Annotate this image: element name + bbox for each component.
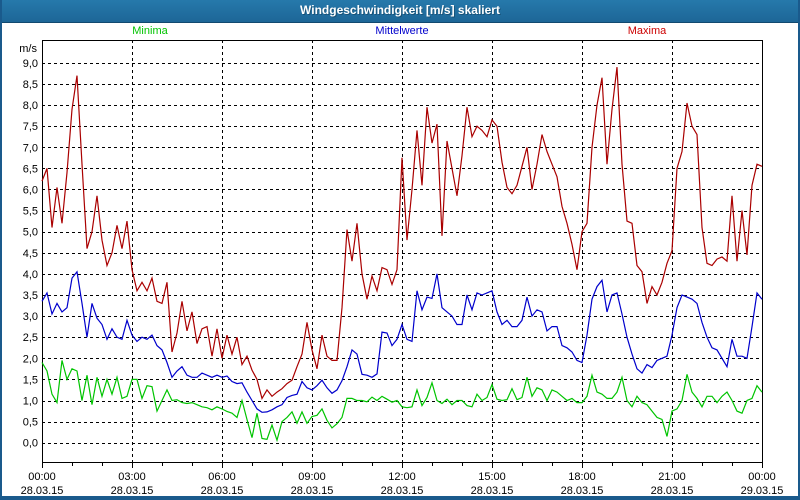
- svg-text:0,5: 0,5: [23, 417, 38, 429]
- x-tick-date: 29.03.15: [741, 485, 784, 496]
- svg-text:6,0: 6,0: [23, 185, 38, 197]
- series-mittelwerte: [41, 270, 763, 413]
- legend-mittelwerte: Mittelwerte: [375, 25, 429, 37]
- x-tick-time: 00:00: [748, 471, 776, 483]
- x-tick-date: 28.03.15: [561, 485, 604, 496]
- x-tick-time: 21:00: [658, 471, 686, 483]
- svg-text:8,5: 8,5: [23, 79, 38, 91]
- x-tick-date: 28.03.15: [651, 485, 694, 496]
- svg-text:3,0: 3,0: [23, 311, 38, 323]
- svg-text:0,0: 0,0: [23, 438, 38, 450]
- x-tick-time: 09:00: [298, 471, 326, 483]
- svg-text:1,0: 1,0: [23, 396, 38, 408]
- x-tick-time: 06:00: [208, 471, 236, 483]
- svg-text:7,0: 7,0: [23, 142, 38, 154]
- svg-text:7,5: 7,5: [23, 121, 38, 133]
- svg-text:2,5: 2,5: [23, 332, 38, 344]
- x-tick-date: 28.03.15: [291, 485, 334, 496]
- legend-maxima: Maxima: [627, 25, 667, 37]
- x-tick-date: 28.03.15: [21, 485, 64, 496]
- x-tick-date: 28.03.15: [111, 485, 154, 496]
- series-minima: [41, 360, 763, 443]
- x-tick-date: 28.03.15: [201, 485, 244, 496]
- svg-text:2,0: 2,0: [23, 353, 38, 365]
- x-tick-time: 12:00: [388, 471, 416, 483]
- window-title: Windgeschwindigkeit [m/s] skaliert: [300, 3, 500, 17]
- x-tick-time: 15:00: [478, 471, 506, 483]
- x-tick-time: 18:00: [568, 471, 596, 483]
- x-tick-date: 28.03.15: [471, 485, 514, 496]
- svg-text:1,5: 1,5: [23, 374, 38, 386]
- x-axis-tick-labels: 00:00 28.03.15 03:00 28.03.15 06:00 28.03.15 0…: [21, 471, 784, 496]
- vertical-gridlines: [132, 40, 673, 462]
- svg-text:9,0: 9,0: [23, 58, 38, 70]
- x-axis-ticks: [42, 462, 763, 468]
- series-maxima: [41, 67, 763, 400]
- x-tick-date: 28.03.15: [381, 485, 424, 496]
- svg-text:6,5: 6,5: [23, 163, 38, 175]
- x-tick-time: 00:00: [28, 471, 56, 483]
- svg-text:8,0: 8,0: [23, 100, 38, 112]
- svg-text:4,5: 4,5: [23, 248, 38, 260]
- svg-text:5,0: 5,0: [23, 227, 38, 239]
- y-axis-tick-labels: 0,0 0,5 1,0 1,5 2,0 2,5 3,0 3,5 4,0 4,5 5,0 5,5 6,0 6…: [23, 58, 38, 450]
- legend-minima: Minima: [132, 25, 168, 37]
- svg-text:3,5: 3,5: [23, 290, 38, 302]
- title-bar: Windgeschwindigkeit [m/s] skaliert: [2, 0, 798, 23]
- svg-text:4,0: 4,0: [23, 269, 38, 281]
- y-axis-unit-label: m/s: [19, 43, 37, 55]
- wind-speed-line-chart: m/s 0,0 0,5 1,0 1,5 2,0 2,5 3,0 3,5 4,0 4,5 5,0 5,5 6…: [19, 40, 784, 496]
- x-tick-time: 03:00: [118, 471, 146, 483]
- svg-text:5,5: 5,5: [23, 206, 38, 218]
